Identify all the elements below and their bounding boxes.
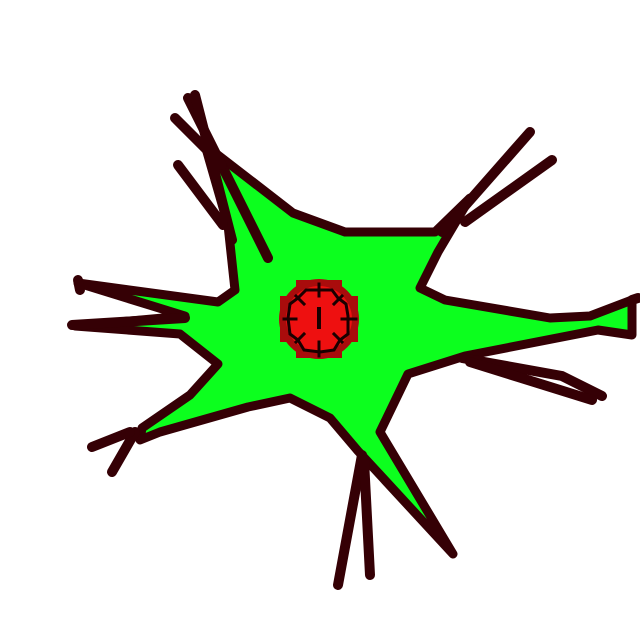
tendril-bottom-left-a [107,427,140,477]
tendril-bottom-a [333,450,367,590]
tendril-top-right-a [437,127,535,237]
tendril-top-left-c [170,113,227,170]
core-center-bar [317,307,321,329]
crosshair-icon [282,282,358,358]
tendril-top-right-b [460,155,557,227]
tendril-bottom-left-b [87,427,135,452]
crosshair-spoke-sw [293,331,307,345]
tendril-left-a [67,313,190,330]
green-star-creature[interactable] [67,90,640,590]
tendril-bottom-b [359,455,375,580]
tendril-right-tip [627,293,640,305]
red-core[interactable] [279,279,359,359]
tendril-top-left-b [190,90,237,245]
tendril-left-b [73,275,85,295]
crosshair-spoke-se [331,331,345,345]
crosshair-spoke-nw [293,293,307,307]
tendril-right-a [457,353,607,401]
tendril-left-upper [173,160,228,230]
crosshair-spoke-ne [331,293,345,307]
tendril-right-b [465,357,597,405]
crosshair-ring [286,288,350,354]
tendrils [67,90,640,590]
